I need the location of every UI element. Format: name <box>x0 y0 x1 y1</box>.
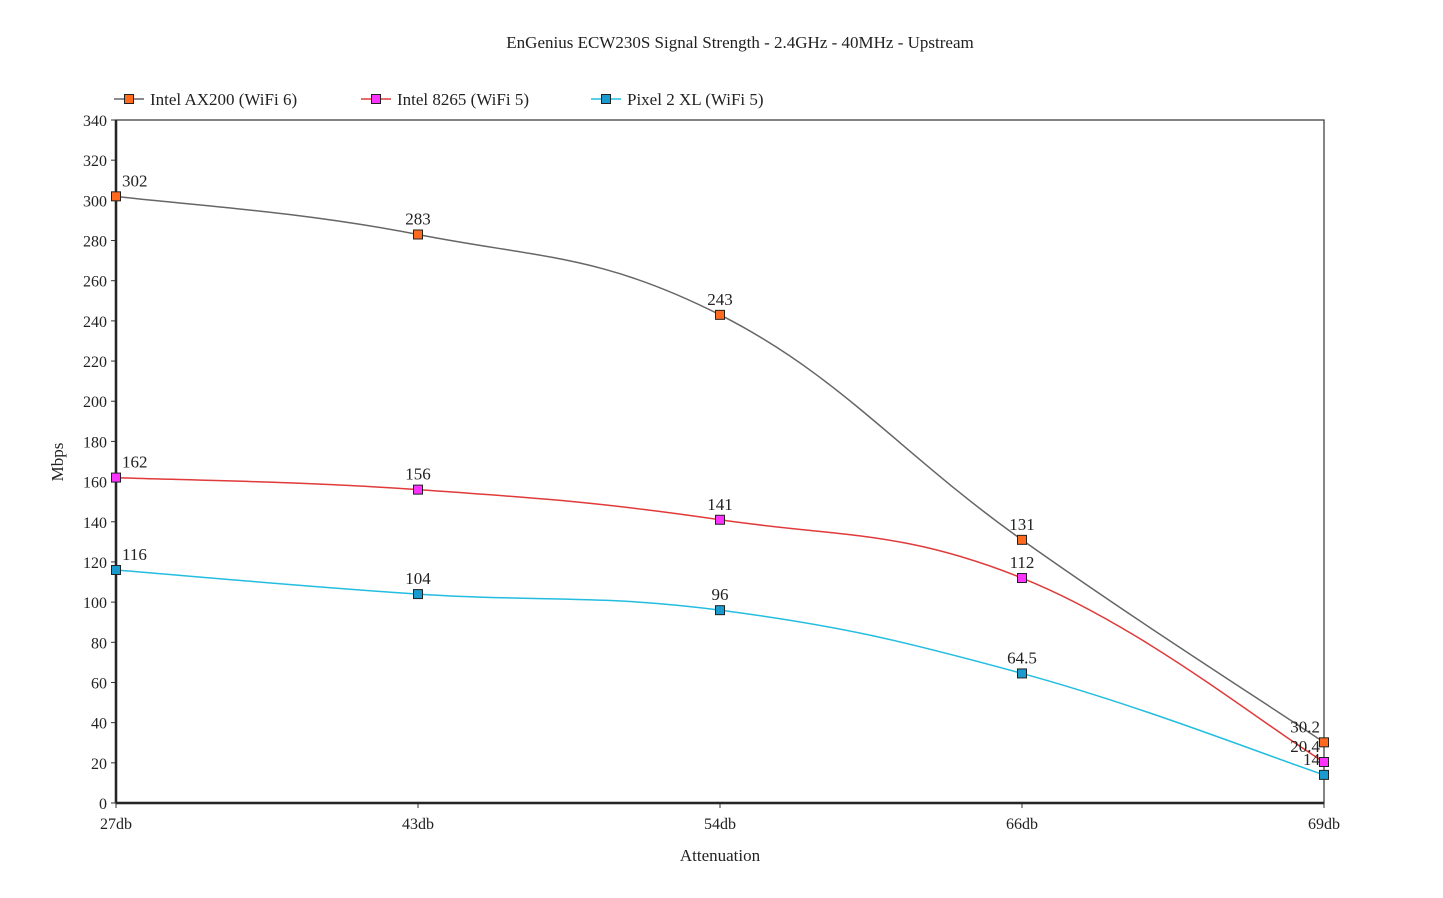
x-tick-label: 69db <box>1308 816 1340 833</box>
legend-item-2-label: Intel 8265 (WiFi 5) <box>397 90 529 109</box>
series-3-point <box>111 564 121 575</box>
series-2-point <box>715 514 725 525</box>
legend-item-2-marker <box>371 94 381 104</box>
series-3-data-label: 64.5 <box>1007 648 1037 667</box>
legend-item-3-marker <box>601 94 611 104</box>
y-axis: 0 20 40 60 80 100 120 140 160 180 200 220 240 260 280 3… <box>83 113 118 813</box>
series-1-line <box>115 195 1325 743</box>
x-axis-title: Attenuation <box>680 846 761 865</box>
series-3-point <box>1319 769 1329 780</box>
y-tick-label: 260 <box>83 274 107 291</box>
series-3-point <box>1017 668 1027 679</box>
series-2-data-label: 141 <box>707 495 733 514</box>
y-tick-label: 100 <box>83 595 107 612</box>
y-tick-label: 40 <box>91 716 107 733</box>
series-2-point <box>1319 757 1329 768</box>
legend-item-1-label: Intel AX200 (WiFi 6) <box>150 90 297 109</box>
y-tick-label: 60 <box>91 675 107 692</box>
series-2-data-label: 20.4 <box>1290 737 1320 756</box>
y-tick-label: 240 <box>83 314 107 331</box>
y-tick-label: 120 <box>83 555 107 572</box>
legend: Intel AX200 (WiFi 6) Intel 8265 (WiFi 5) P… <box>114 90 764 109</box>
y-tick-label: 180 <box>83 434 107 451</box>
y-tick-label: 140 <box>83 515 107 532</box>
x-tick-label: 43db <box>402 816 434 833</box>
y-tick-label: 220 <box>83 354 107 371</box>
series-3-data-label: 116 <box>122 545 147 564</box>
legend-item-3-label: Pixel 2 XL (WiFi 5) <box>627 90 764 109</box>
legend-item-1-marker <box>124 94 134 104</box>
series-3-point <box>413 589 423 600</box>
x-tick-label: 27db <box>100 816 132 833</box>
series-1-data-label: 283 <box>405 210 431 229</box>
y-tick-label: 20 <box>91 756 107 773</box>
y-tick-label: 280 <box>83 234 107 251</box>
y-tick-label: 300 <box>83 193 107 210</box>
series-1-point <box>413 229 423 240</box>
series-3-data-label: 104 <box>405 569 431 588</box>
series-2-point <box>1017 573 1027 584</box>
y-tick-label: 340 <box>83 113 107 130</box>
series-1-data-label: 131 <box>1009 515 1035 534</box>
x-tick-label: 54db <box>704 816 736 833</box>
series-1-data-label: 30.2 <box>1290 717 1320 736</box>
series-2-data-label: 156 <box>405 465 431 484</box>
plot-area: 302 283 243 131 30.2 162 156 141 112 20.4 116 104 96… <box>111 119 1329 804</box>
series-1-data-label: 243 <box>707 290 733 309</box>
x-axis: 27db 43db 54db 66db 69db <box>100 801 1340 833</box>
chart-title: EnGenius ECW230S Signal Strength - 2.4GH… <box>506 33 973 52</box>
series-1-point <box>1319 737 1329 748</box>
series-1-data-label: 302 <box>122 171 148 190</box>
series-2-point <box>111 472 121 483</box>
series-3-data-label: 96 <box>712 585 729 604</box>
y-tick-label: 320 <box>83 153 107 170</box>
series-1-point <box>111 191 121 202</box>
series-1-point <box>1017 534 1027 545</box>
y-tick-label: 0 <box>99 796 107 813</box>
series-3-data-label: 14 <box>1303 750 1321 769</box>
series-3-point <box>715 605 725 616</box>
series-2-data-label: 162 <box>122 453 148 472</box>
y-tick-label: 80 <box>91 635 107 652</box>
y-tick-label: 160 <box>83 475 107 492</box>
series-2-data-label: 112 <box>1010 553 1035 572</box>
plot-frame <box>115 119 1325 804</box>
y-tick-label: 200 <box>83 394 107 411</box>
y-axis-title: Mbps <box>48 443 67 482</box>
x-tick-label: 66db <box>1006 816 1038 833</box>
series-1-point <box>715 309 725 320</box>
series-2-point <box>413 484 423 495</box>
